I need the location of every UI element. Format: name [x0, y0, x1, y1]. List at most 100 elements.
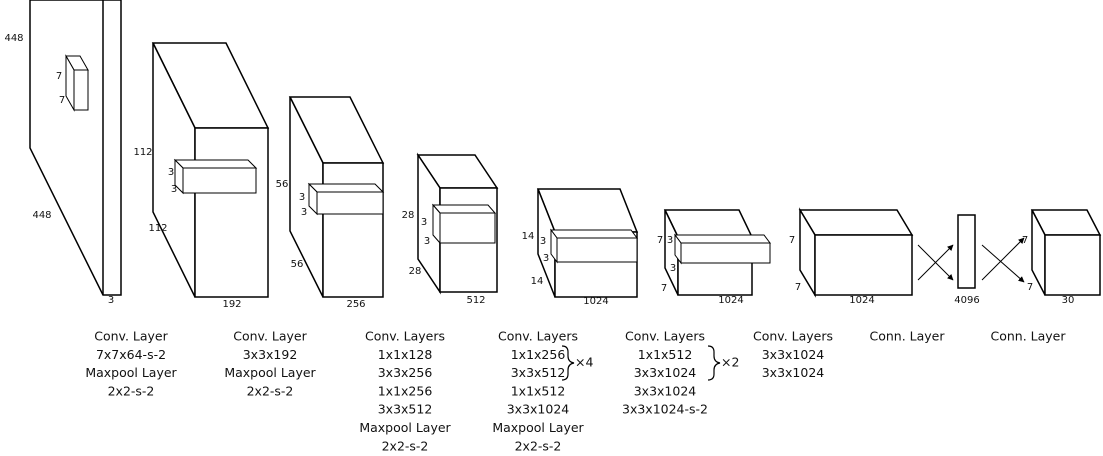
dimension-label: 4096	[954, 295, 979, 306]
top-face	[550, 229, 638, 239]
dimension-label: 7	[1027, 282, 1033, 293]
caption-line: Conn. Layer	[990, 329, 1066, 344]
dimension-label: 3	[540, 236, 546, 247]
dimension-label: 3	[301, 207, 307, 218]
caption-line: Maxpool Layer	[359, 420, 451, 435]
repeat-label: ×4	[575, 355, 593, 370]
caption-line: Conv. Layers	[365, 329, 445, 344]
dimension-label: 3	[299, 192, 305, 203]
feature-volume	[151, 42, 270, 298]
front-face	[439, 212, 496, 244]
front-face	[322, 162, 384, 298]
top-face	[663, 209, 754, 238]
dimension-label: 448	[32, 210, 51, 221]
caption-line: Maxpool Layer	[224, 365, 316, 380]
front-face	[814, 234, 913, 296]
dimension-label: 7	[657, 235, 663, 246]
dimension-label: 112	[133, 147, 152, 158]
front-face	[556, 237, 638, 263]
front-face	[73, 69, 89, 111]
caption-line: 3x3x1024	[507, 402, 570, 417]
kernel	[65, 54, 89, 112]
caption-line: Maxpool Layer	[492, 420, 584, 435]
dimension-label: 1024	[718, 295, 743, 306]
caption-line: 1x1x512	[511, 383, 566, 398]
input-slab	[29, 0, 122, 296]
dimension-label: 28	[409, 266, 422, 277]
front-face	[1044, 234, 1101, 296]
caption-line: 2x2-s-2	[108, 383, 155, 398]
dimension-label: 512	[466, 295, 485, 306]
caption-line: 3x3x1024	[634, 365, 697, 380]
dimension-label: 3	[667, 235, 673, 246]
kernel	[173, 158, 258, 195]
caption-line: Conv. Layers	[625, 329, 705, 344]
dimension-label: 7	[789, 235, 795, 246]
front-face	[194, 127, 269, 298]
dimension-label: 3	[543, 253, 549, 264]
caption-line: 2x2-s-2	[247, 383, 294, 398]
dimension-label: 30	[1062, 295, 1075, 306]
caption-line: 7x7x64-s-2	[96, 347, 166, 362]
fc-layer	[957, 214, 976, 289]
brace	[561, 345, 575, 381]
dimension-label: 3	[168, 167, 174, 178]
caption-line: Conn. Layer	[869, 329, 945, 344]
dimension-label: 7	[59, 95, 65, 106]
dimension-label: 256	[346, 299, 365, 310]
dimension-label: 7	[661, 283, 667, 294]
dimension-label: 3	[670, 263, 676, 274]
dimension-label: 14	[522, 231, 535, 242]
front-face	[182, 167, 257, 194]
dimension-label: 112	[148, 223, 167, 234]
caption-line: 3x3x1024	[762, 347, 825, 362]
dimension-label: 3	[171, 184, 177, 195]
caption-line: 2x2-s-2	[382, 438, 429, 453]
kernel	[674, 233, 771, 265]
dimension-label: 7	[56, 71, 62, 82]
top-face	[431, 204, 497, 214]
caption-line: Conv. Layers	[753, 329, 833, 344]
kernel	[550, 228, 638, 264]
caption-line: Conv. Layer	[233, 329, 307, 344]
repeat-label: ×2	[721, 355, 739, 370]
dimension-label: 3	[421, 217, 427, 228]
caption-line: 3x3x256	[378, 365, 433, 380]
caption-line: 3x3x1024-s-2	[622, 402, 708, 417]
top-face	[173, 159, 258, 169]
dimension-label: 192	[222, 299, 241, 310]
caption-line: Conv. Layers	[498, 329, 578, 344]
dimension-label: 1024	[583, 296, 608, 307]
caption-line: 3x3x1024	[762, 365, 825, 380]
kernel	[307, 182, 385, 216]
top-face	[307, 183, 385, 193]
connections	[917, 237, 1025, 283]
top-face	[798, 209, 914, 236]
dimension-label: 56	[291, 259, 304, 270]
caption-line: 1x1x256	[378, 383, 433, 398]
dimension-label: 448	[4, 33, 23, 44]
dimension-label: 14	[531, 276, 544, 287]
caption-line: Maxpool Layer	[85, 365, 177, 380]
feature-volume	[798, 207, 914, 298]
caption-line: 1x1x512	[638, 347, 693, 362]
dimension-label: 3	[108, 295, 114, 306]
kernel	[431, 203, 497, 245]
top-face	[674, 234, 771, 244]
caption-line: 3x3x1024	[634, 383, 697, 398]
caption-line: 3x3x512	[511, 365, 566, 380]
dimension-label: 3	[424, 236, 430, 247]
caption-line: 1x1x128	[378, 347, 433, 362]
caption-line: 3x3x512	[378, 402, 433, 417]
caption-line: 1x1x256	[511, 347, 566, 362]
dimension-label: 7	[1022, 235, 1028, 246]
caption-line: 3x3x192	[243, 347, 298, 362]
dimension-label: 28	[402, 210, 415, 221]
front-face	[316, 191, 384, 215]
caption-line: 2x2-s-2	[515, 438, 562, 453]
brace	[707, 345, 721, 381]
front-face	[680, 242, 771, 264]
dimension-label: 1024	[849, 295, 874, 306]
caption-line: Conv. Layer	[94, 329, 168, 344]
